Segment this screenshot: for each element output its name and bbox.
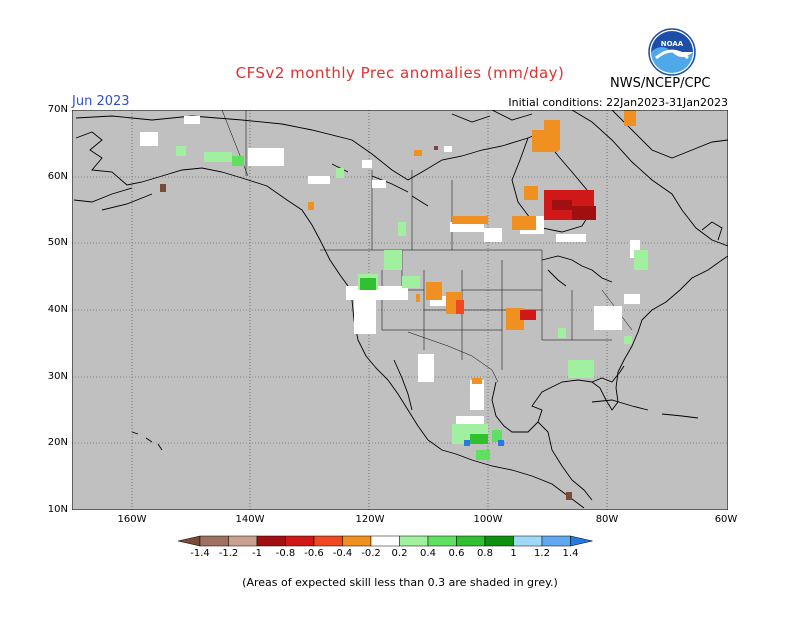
logo-text: NOAA: [661, 40, 684, 48]
colorbar-label: -0.4: [332, 548, 353, 559]
lon-label-80w: 80W: [595, 514, 619, 525]
noaa-logo: NOAA: [648, 28, 696, 76]
colorbar-label: 1.2: [534, 548, 550, 559]
forecast-month: Jun 2023: [72, 94, 130, 109]
lat-label-10n: 10N: [47, 504, 68, 515]
colorbar-cell: [484, 535, 514, 547]
colorbar-label: -1.2: [218, 548, 239, 559]
map-title: CFSv2 monthly Prec anomalies (mm/day): [235, 64, 565, 82]
lon-label-160w: 160W: [117, 514, 147, 525]
colorbar-label: 1: [510, 548, 517, 559]
colorbar-label: -0.6: [304, 548, 324, 559]
colorbar-cell: [513, 535, 543, 547]
colorbar-cell: [313, 535, 343, 547]
anomaly-patches: [140, 110, 648, 500]
map-background: [72, 110, 728, 510]
colorbar-label: 0.4: [420, 548, 436, 559]
lat-label-30n: 30N: [47, 371, 68, 382]
political-borders: [221, 110, 633, 383]
colorbar-cell: [427, 535, 457, 547]
initial-conditions: Initial conditions: 22Jan2023-31Jan2023: [508, 96, 728, 109]
lat-label-70n: 70N: [47, 104, 68, 115]
lat-label-50n: 50N: [47, 237, 68, 248]
colorbar-cell: [541, 535, 571, 547]
colorbar-label: 0.2: [391, 548, 408, 559]
lon-label-120w: 120W: [355, 514, 385, 525]
precip-anomaly-map: [72, 110, 728, 510]
colorbar-label: -0.8: [275, 548, 296, 559]
colorbar-arrow-right: [570, 535, 593, 547]
colorbar-label: -1.4: [190, 548, 210, 559]
lat-label-60n: 60N: [47, 171, 68, 182]
colorbar-cell: [199, 535, 229, 547]
colorbar: [177, 535, 593, 547]
agency-label: NWS/NCEP/CPC: [610, 76, 711, 91]
colorbar-cell: [399, 535, 429, 547]
colorbar-cell: [456, 535, 486, 547]
colorbar-cell: [370, 535, 400, 547]
colorbar-cell: [256, 535, 286, 547]
colorbar-label: 0.6: [448, 548, 465, 559]
colorbar-label: 1.4: [562, 548, 579, 559]
colorbar-cell: [342, 535, 372, 547]
lon-label-140w: 140W: [235, 514, 265, 525]
colorbar-label: 0.8: [477, 548, 493, 559]
coastlines: [73, 110, 728, 509]
lon-label-100w: 100W: [473, 514, 503, 525]
colorbar-cell: [285, 535, 315, 547]
colorbar-arrow-left: [177, 535, 201, 547]
colorbar-label: -0.2: [361, 548, 381, 559]
colorbar-cell: [228, 535, 258, 547]
lat-label-20n: 20N: [47, 437, 68, 448]
skill-footnote: (Areas of expected skill less than 0.3 a…: [242, 576, 558, 589]
colorbar-label: -1: [252, 548, 262, 559]
lat-label-40n: 40N: [47, 304, 68, 315]
lon-label-60w: 60W: [714, 514, 738, 525]
